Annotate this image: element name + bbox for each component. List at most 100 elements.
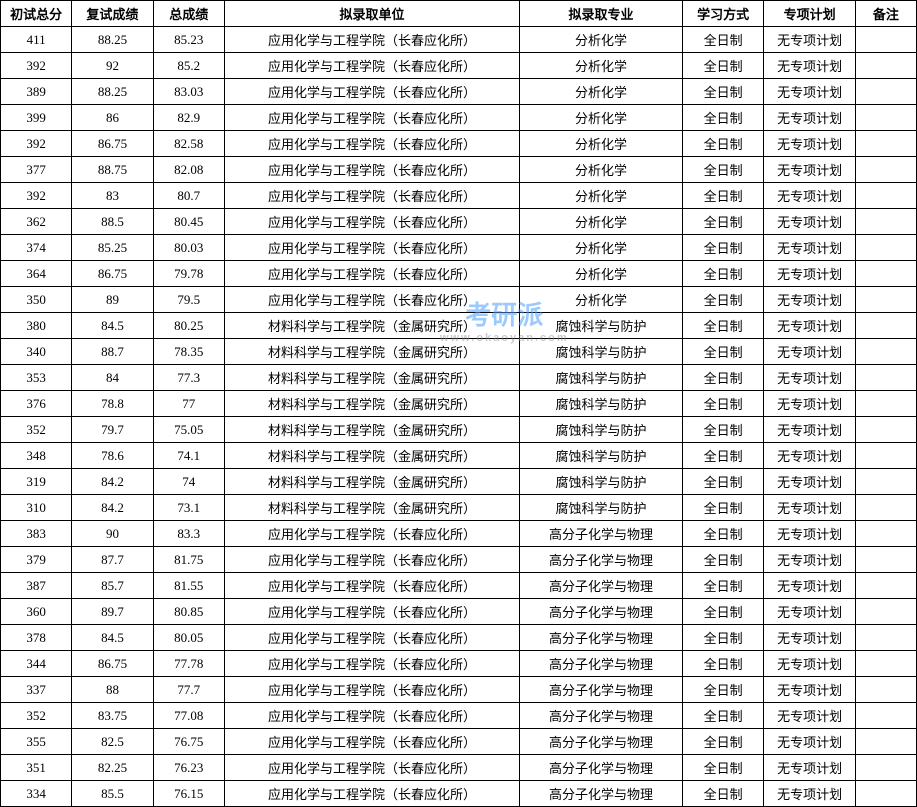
cell-major: 分析化学 bbox=[520, 287, 683, 313]
cell-plan: 无专项计划 bbox=[764, 261, 856, 287]
cell-study: 全日制 bbox=[682, 573, 763, 599]
header-major: 拟录取专业 bbox=[520, 1, 683, 27]
cell-study: 全日制 bbox=[682, 79, 763, 105]
cell-plan: 无专项计划 bbox=[764, 495, 856, 521]
cell-total: 80.05 bbox=[153, 625, 224, 651]
cell-major: 分析化学 bbox=[520, 105, 683, 131]
cell-major: 分析化学 bbox=[520, 157, 683, 183]
cell-dept: 应用化学与工程学院（长春应化所） bbox=[224, 157, 519, 183]
cell-major: 腐蚀科学与防护 bbox=[520, 417, 683, 443]
cell-total: 77.08 bbox=[153, 703, 224, 729]
cell-remark bbox=[855, 599, 916, 625]
cell-total: 80.45 bbox=[153, 209, 224, 235]
cell-plan: 无专项计划 bbox=[764, 651, 856, 677]
cell-initial: 337 bbox=[1, 677, 72, 703]
cell-dept: 材料科学与工程学院（金属研究所） bbox=[224, 365, 519, 391]
cell-study: 全日制 bbox=[682, 755, 763, 781]
cell-major: 分析化学 bbox=[520, 235, 683, 261]
cell-remark bbox=[855, 27, 916, 53]
cell-initial: 379 bbox=[1, 547, 72, 573]
cell-plan: 无专项计划 bbox=[764, 339, 856, 365]
cell-interview: 89 bbox=[72, 287, 153, 313]
cell-interview: 86.75 bbox=[72, 131, 153, 157]
cell-interview: 85.7 bbox=[72, 573, 153, 599]
header-row: 初试总分 复试成绩 总成绩 拟录取单位 拟录取专业 学习方式 专项计划 备注 bbox=[1, 1, 917, 27]
cell-remark bbox=[855, 755, 916, 781]
cell-initial: 392 bbox=[1, 183, 72, 209]
cell-interview: 85.25 bbox=[72, 235, 153, 261]
header-total: 总成绩 bbox=[153, 1, 224, 27]
cell-interview: 88.5 bbox=[72, 209, 153, 235]
cell-initial: 351 bbox=[1, 755, 72, 781]
cell-dept: 应用化学与工程学院（长春应化所） bbox=[224, 287, 519, 313]
cell-remark bbox=[855, 157, 916, 183]
table-row: 3378877.7应用化学与工程学院（长春应化所）高分子化学与物理全日制无专项计… bbox=[1, 677, 917, 703]
table-row: 34486.7577.78应用化学与工程学院（长春应化所）高分子化学与物理全日制… bbox=[1, 651, 917, 677]
cell-remark bbox=[855, 781, 916, 807]
cell-interview: 84.2 bbox=[72, 469, 153, 495]
cell-total: 83.03 bbox=[153, 79, 224, 105]
cell-initial: 411 bbox=[1, 27, 72, 53]
cell-interview: 85.5 bbox=[72, 781, 153, 807]
cell-initial: 380 bbox=[1, 313, 72, 339]
cell-remark bbox=[855, 79, 916, 105]
cell-interview: 84.5 bbox=[72, 625, 153, 651]
table-row: 34878.674.1材料科学与工程学院（金属研究所）腐蚀科学与防护全日制无专项… bbox=[1, 443, 917, 469]
cell-dept: 材料科学与工程学院（金属研究所） bbox=[224, 469, 519, 495]
cell-initial: 334 bbox=[1, 781, 72, 807]
cell-study: 全日制 bbox=[682, 105, 763, 131]
cell-plan: 无专项计划 bbox=[764, 521, 856, 547]
cell-major: 腐蚀科学与防护 bbox=[520, 469, 683, 495]
cell-remark bbox=[855, 651, 916, 677]
cell-study: 全日制 bbox=[682, 261, 763, 287]
cell-total: 79.78 bbox=[153, 261, 224, 287]
cell-total: 74.1 bbox=[153, 443, 224, 469]
cell-dept: 应用化学与工程学院（长春应化所） bbox=[224, 755, 519, 781]
cell-total: 80.03 bbox=[153, 235, 224, 261]
cell-interview: 88.75 bbox=[72, 157, 153, 183]
header-dept: 拟录取单位 bbox=[224, 1, 519, 27]
cell-study: 全日制 bbox=[682, 443, 763, 469]
cell-total: 82.9 bbox=[153, 105, 224, 131]
table-row: 3929285.2应用化学与工程学院（长春应化所）分析化学全日制无专项计划 bbox=[1, 53, 917, 79]
cell-plan: 无专项计划 bbox=[764, 443, 856, 469]
cell-remark bbox=[855, 209, 916, 235]
cell-dept: 应用化学与工程学院（长春应化所） bbox=[224, 573, 519, 599]
cell-major: 高分子化学与物理 bbox=[520, 755, 683, 781]
cell-total: 85.23 bbox=[153, 27, 224, 53]
cell-study: 全日制 bbox=[682, 677, 763, 703]
cell-major: 高分子化学与物理 bbox=[520, 677, 683, 703]
table-row: 35283.7577.08应用化学与工程学院（长春应化所）高分子化学与物理全日制… bbox=[1, 703, 917, 729]
cell-study: 全日制 bbox=[682, 469, 763, 495]
cell-dept: 应用化学与工程学院（长春应化所） bbox=[224, 105, 519, 131]
cell-major: 腐蚀科学与防护 bbox=[520, 339, 683, 365]
cell-major: 腐蚀科学与防护 bbox=[520, 495, 683, 521]
table-row: 35279.775.05材料科学与工程学院（金属研究所）腐蚀科学与防护全日制无专… bbox=[1, 417, 917, 443]
cell-dept: 应用化学与工程学院（长春应化所） bbox=[224, 27, 519, 53]
cell-plan: 无专项计划 bbox=[764, 365, 856, 391]
table-row: 3998682.9应用化学与工程学院（长春应化所）分析化学全日制无专项计划 bbox=[1, 105, 917, 131]
cell-plan: 无专项计划 bbox=[764, 131, 856, 157]
cell-remark bbox=[855, 235, 916, 261]
cell-interview: 92 bbox=[72, 53, 153, 79]
cell-study: 全日制 bbox=[682, 339, 763, 365]
table-row: 35582.576.75应用化学与工程学院（长春应化所）高分子化学与物理全日制无… bbox=[1, 729, 917, 755]
cell-dept: 应用化学与工程学院（长春应化所） bbox=[224, 53, 519, 79]
cell-dept: 材料科学与工程学院（金属研究所） bbox=[224, 339, 519, 365]
cell-dept: 材料科学与工程学院（金属研究所） bbox=[224, 313, 519, 339]
cell-total: 77.3 bbox=[153, 365, 224, 391]
cell-dept: 材料科学与工程学院（金属研究所） bbox=[224, 417, 519, 443]
table-row: 38785.781.55应用化学与工程学院（长春应化所）高分子化学与物理全日制无… bbox=[1, 573, 917, 599]
table-row: 36288.580.45应用化学与工程学院（长春应化所）分析化学全日制无专项计划 bbox=[1, 209, 917, 235]
cell-plan: 无专项计划 bbox=[764, 625, 856, 651]
cell-plan: 无专项计划 bbox=[764, 781, 856, 807]
cell-dept: 应用化学与工程学院（长春应化所） bbox=[224, 235, 519, 261]
cell-dept: 应用化学与工程学院（长春应化所） bbox=[224, 79, 519, 105]
cell-remark bbox=[855, 391, 916, 417]
admission-table: 初试总分 复试成绩 总成绩 拟录取单位 拟录取专业 学习方式 专项计划 备注 4… bbox=[0, 0, 917, 807]
cell-total: 83.3 bbox=[153, 521, 224, 547]
cell-initial: 364 bbox=[1, 261, 72, 287]
cell-plan: 无专项计划 bbox=[764, 183, 856, 209]
table-row: 35182.2576.23应用化学与工程学院（长春应化所）高分子化学与物理全日制… bbox=[1, 755, 917, 781]
cell-total: 76.75 bbox=[153, 729, 224, 755]
